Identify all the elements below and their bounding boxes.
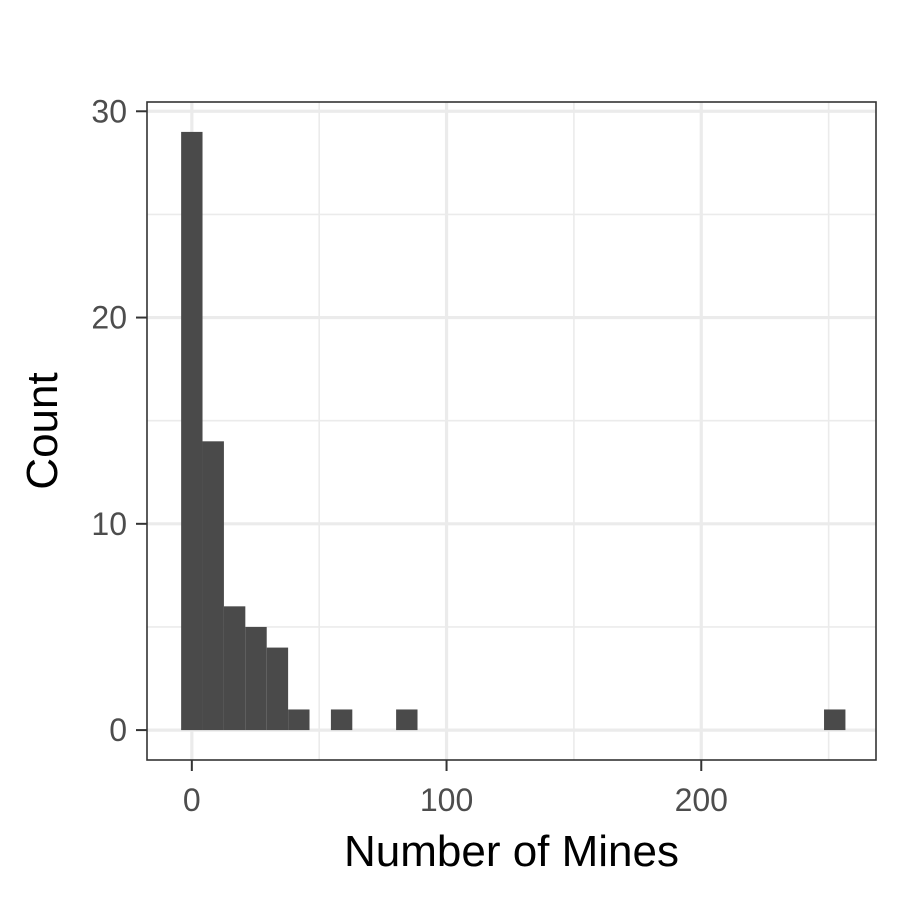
histogram-bar (330, 709, 353, 731)
axis-tick-labels: 0 100 200 0 10 20 30 (91, 93, 728, 818)
y-tick-label: 20 (91, 300, 127, 336)
y-tick-label: 30 (91, 93, 127, 129)
histogram-bars (181, 131, 846, 731)
y-tick-label: 0 (109, 712, 127, 748)
minor-gridlines (147, 102, 876, 760)
x-tick-label: 100 (420, 782, 473, 818)
histogram-bar (824, 709, 846, 731)
histogram-bar (202, 441, 224, 731)
histogram-bar (396, 709, 418, 731)
x-axis-title: Number of Mines (344, 827, 679, 876)
histogram-bar (288, 709, 310, 731)
histogram-bar (245, 626, 267, 731)
histogram-bar (223, 606, 246, 731)
histogram-bar (266, 647, 289, 731)
y-tick-label: 10 (91, 506, 127, 542)
axis-ticks (136, 110, 703, 771)
y-axis-title: Count (18, 372, 67, 489)
x-tick-label: 200 (675, 782, 728, 818)
x-tick-label: 0 (183, 782, 201, 818)
histogram-bar (181, 131, 203, 731)
panel-border (146, 101, 877, 761)
